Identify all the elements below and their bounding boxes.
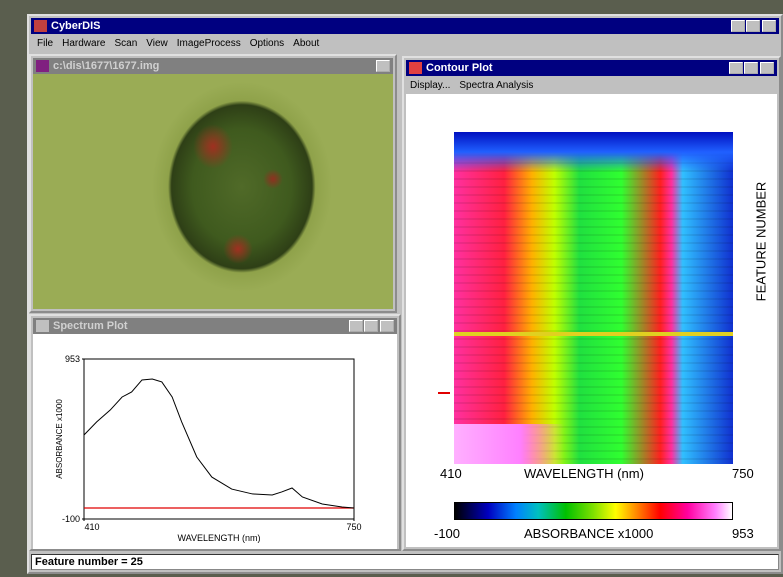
colorbar-title: ABSORBANCE x1000 xyxy=(524,526,653,541)
menu-bar: Display... Spectra Analysis xyxy=(410,80,542,91)
menu-item[interactable]: Scan xyxy=(114,38,137,49)
minimize-button[interactable] xyxy=(349,320,363,332)
menu-item[interactable]: Options xyxy=(250,38,284,49)
desktop: {"app": {"title": "CyberDIS", "menu": ["… xyxy=(0,0,783,577)
feature-marker xyxy=(438,392,450,394)
colorbar-min-label: -100 xyxy=(434,526,460,541)
contour-window: Contour Plot Display...Spectra Analysis … xyxy=(402,56,781,551)
y-axis-label: ABSORBANCE x1000 xyxy=(55,399,64,479)
contour-title: Contour Plot xyxy=(426,62,493,74)
menu-item[interactable]: File xyxy=(37,38,53,49)
y-tick-label: 953 xyxy=(65,354,80,364)
contour-area: 410 WAVELENGTH (nm) 750 FEATURE NUMBER -… xyxy=(406,94,777,547)
spectrum-line xyxy=(84,379,354,508)
maximize-button[interactable] xyxy=(746,20,760,32)
spectrum-title: Spectrum Plot xyxy=(53,320,128,332)
spectrum-chart: -100 953 410 750 WAVELENGTH (nm) ABSORBANCE x… xyxy=(33,334,397,549)
x-axis-label: WAVELENGTH (nm) xyxy=(177,533,260,543)
close-button[interactable] xyxy=(762,20,776,32)
title-bar: Contour Plot xyxy=(406,60,777,76)
image-window: c:\dis\1677\1677.img xyxy=(29,54,397,313)
menu-item[interactable]: View xyxy=(146,38,168,49)
plot-frame xyxy=(84,359,354,519)
minimize-button[interactable] xyxy=(729,62,743,74)
app-title: CyberDIS xyxy=(51,20,101,32)
status-bar: Feature number = 25 xyxy=(31,554,779,570)
status-text: Feature number = 25 xyxy=(35,556,143,568)
title-bar: c:\dis\1677\1677.img xyxy=(33,58,393,74)
title-bar: Spectrum Plot xyxy=(33,318,397,334)
x-max-label: 750 xyxy=(732,466,754,481)
x-tick-label: 750 xyxy=(346,522,361,532)
x-min-label: 410 xyxy=(440,466,462,481)
y-tick-label: -100 xyxy=(62,514,80,524)
menu-item[interactable]: Hardware xyxy=(62,38,105,49)
spectrum-window: Spectrum Plot -100 953 410 750 WAVELENGTH (n… xyxy=(29,314,401,551)
menu-bar: File Hardware Scan View ImageProcess Options A… xyxy=(37,38,328,49)
x-tick-label: 410 xyxy=(84,522,99,532)
close-button[interactable] xyxy=(376,60,390,72)
contour-heatmap xyxy=(454,132,733,464)
microscope-image xyxy=(33,74,393,309)
menu-item[interactable]: Display... xyxy=(410,80,450,91)
title-bar: CyberDIS xyxy=(31,18,779,34)
close-button[interactable] xyxy=(760,62,774,74)
image-title: c:\dis\1677\1677.img xyxy=(53,60,159,72)
colorbar xyxy=(454,502,733,520)
maximize-button[interactable] xyxy=(744,62,758,74)
menu-item[interactable]: Spectra Analysis xyxy=(459,80,533,91)
x-axis-label: WAVELENGTH (nm) xyxy=(524,466,644,481)
close-button[interactable] xyxy=(380,320,394,332)
menu-item[interactable]: About xyxy=(293,38,319,49)
colorbar-max-label: 953 xyxy=(732,526,754,541)
y-axis-label: FEATURE NUMBER xyxy=(754,177,769,307)
menu-item[interactable]: ImageProcess xyxy=(177,38,241,49)
minimize-button[interactable] xyxy=(731,20,745,32)
maximize-button[interactable] xyxy=(364,320,378,332)
